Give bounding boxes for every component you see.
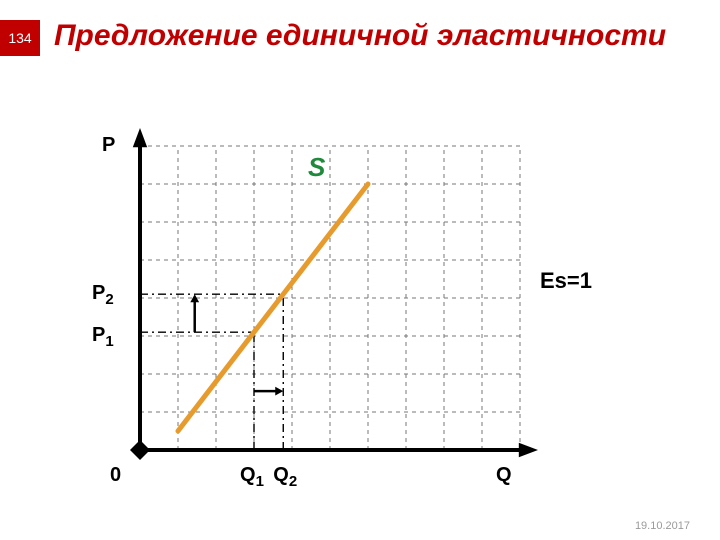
supply-curve-label: S [308,152,325,183]
elasticity-chart [0,0,720,540]
elasticity-annotation: Еs=1 [540,268,592,294]
q2-label: Q2 [273,464,297,490]
q1-label: Q1 [240,464,264,490]
y-axis-label: P [102,134,115,157]
p1-label: P1 [92,324,114,350]
origin-label: 0 [110,464,121,487]
p2-label: P2 [92,282,114,308]
x-axis-label: Q [496,464,512,487]
